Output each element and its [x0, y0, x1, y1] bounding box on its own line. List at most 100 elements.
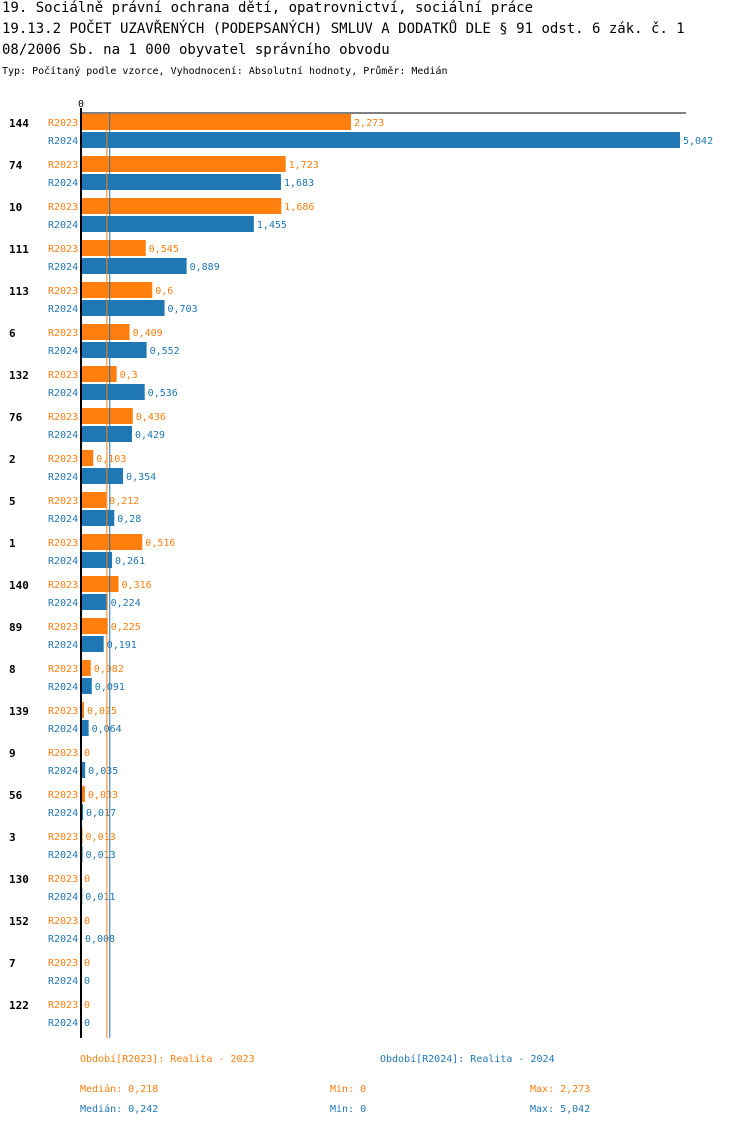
data-label-r2023: 0: [84, 916, 90, 927]
data-label-r2023: 0,212: [109, 496, 139, 507]
data-label-r2024: 0,011: [85, 892, 115, 903]
bar-r2023: [81, 702, 84, 718]
series-label-r2023: R2023: [48, 370, 78, 381]
category-label: 7: [9, 957, 16, 970]
bar-chart: 0 144 R2023 2,273 R2024 5,042 74 R2023 1,723 R202…: [9, 99, 713, 1038]
data-label-r2024: 0,703: [168, 304, 198, 315]
data-label-r2023: 0,225: [111, 622, 141, 633]
bar-r2024: [81, 174, 281, 190]
series-label-r2023: R2023: [48, 706, 78, 717]
bar-r2024: [81, 510, 115, 526]
bar-r2023: [81, 534, 143, 550]
bar-r2024: [81, 384, 145, 400]
category-label: 111: [9, 243, 29, 256]
category-label: 6: [9, 327, 16, 340]
min-r2024: Min: 0: [330, 1104, 367, 1115]
bar-r2024: [81, 678, 92, 694]
series-label-r2024: R2024: [48, 136, 78, 147]
bar-r2024: [81, 342, 147, 358]
data-label-r2023: 1,686: [284, 202, 314, 213]
bar-r2024: [81, 258, 187, 274]
series-label-r2023: R2023: [48, 454, 78, 465]
data-label-r2023: 0: [84, 874, 90, 885]
data-label-r2023: 0: [84, 958, 90, 969]
series-label-r2024: R2024: [48, 598, 78, 609]
series-label-r2024: R2024: [48, 1018, 78, 1029]
series-label-r2024: R2024: [48, 766, 78, 777]
max-r2023: Max: 2,273: [530, 1084, 591, 1095]
series-label-r2024: R2024: [48, 808, 78, 819]
category-label: 56: [9, 789, 23, 802]
data-label-r2024: 1,455: [257, 220, 287, 231]
category-label: 2: [9, 453, 16, 466]
bar-r2024: [81, 552, 113, 568]
min-r2023: Min: 0: [330, 1084, 367, 1095]
series-label-r2024: R2024: [48, 472, 78, 483]
series-label-r2024: R2024: [48, 262, 78, 273]
bar-r2023: [81, 576, 119, 592]
category-label: 144: [9, 117, 29, 130]
title-line-3: 08/2006 Sb. na 1 000 obyvatel správního …: [2, 42, 390, 58]
series-label-r2024: R2024: [48, 724, 78, 735]
bar-r2023: [81, 366, 117, 382]
chart-subtitle: Typ: Počítaný podle vzorce, Vyhodnocení:…: [2, 66, 448, 77]
series-label-r2024: R2024: [48, 388, 78, 399]
data-label-r2024: 0,224: [111, 598, 141, 609]
series-label-r2023: R2023: [48, 412, 78, 423]
data-label-r2024: 0,191: [107, 640, 137, 651]
series-label-r2024: R2024: [48, 430, 78, 441]
bar-r2024: [81, 720, 89, 736]
category-label: 139: [9, 705, 29, 718]
data-label-r2024: 0,536: [148, 388, 178, 399]
category-label: 89: [9, 621, 22, 634]
bar-r2023: [81, 198, 282, 214]
data-label-r2023: 0,033: [88, 790, 118, 801]
data-label-r2023: 0,516: [145, 538, 175, 549]
category-label: 74: [9, 159, 23, 172]
series-label-r2023: R2023: [48, 790, 78, 801]
category-label: 1: [9, 537, 16, 550]
series-label-r2023: R2023: [48, 328, 78, 339]
series-label-r2023: R2023: [48, 664, 78, 675]
bar-r2023: [81, 786, 85, 802]
bar-r2023: [81, 156, 286, 172]
bar-r2023: [81, 492, 107, 508]
category-label: 140: [9, 579, 29, 592]
series-label-r2023: R2023: [48, 916, 78, 927]
category-label: 8: [9, 663, 16, 676]
series-label-r2023: R2023: [48, 496, 78, 507]
data-label-r2023: 0,436: [136, 412, 166, 423]
category-label: 152: [9, 915, 29, 928]
median-r2023: Medián: 0,218: [80, 1084, 159, 1095]
data-label-r2023: 0,082: [94, 664, 124, 675]
bar-r2023: [81, 114, 352, 130]
data-label-r2023: 0,6: [155, 286, 173, 297]
series-label-r2023: R2023: [48, 1000, 78, 1011]
max-r2024: Max: 5,042: [530, 1104, 591, 1115]
series-label-r2024: R2024: [48, 556, 78, 567]
data-label-r2024: 0,261: [115, 556, 145, 567]
category-label: 130: [9, 873, 29, 886]
data-label-r2024: 0,889: [190, 262, 220, 273]
series-label-r2024: R2024: [48, 346, 78, 357]
series-label-r2023: R2023: [48, 538, 78, 549]
bar-r2024: [81, 636, 104, 652]
data-label-r2023: 0,316: [122, 580, 152, 591]
bar-r2023: [81, 324, 130, 340]
category-label: 132: [9, 369, 29, 382]
series-label-r2023: R2023: [48, 580, 78, 591]
legend-r2023: Období[R2023]: Realita - 2023: [80, 1054, 255, 1065]
data-label-r2024: 0: [84, 976, 90, 987]
category-label: 122: [9, 999, 29, 1012]
data-label-r2023: 0,103: [96, 454, 126, 465]
data-label-r2023: 2,273: [354, 118, 384, 129]
category-label: 113: [9, 285, 29, 298]
bar-r2023: [81, 282, 153, 298]
series-label-r2024: R2024: [48, 892, 78, 903]
data-label-r2024: 0,017: [86, 808, 116, 819]
category-label: 9: [9, 747, 16, 760]
data-label-r2024: 0,552: [150, 346, 180, 357]
data-label-r2023: 1,723: [289, 160, 319, 171]
median-r2024: Medián: 0,242: [80, 1104, 159, 1115]
legend-r2024: Období[R2024]: Realita - 2024: [380, 1054, 555, 1065]
